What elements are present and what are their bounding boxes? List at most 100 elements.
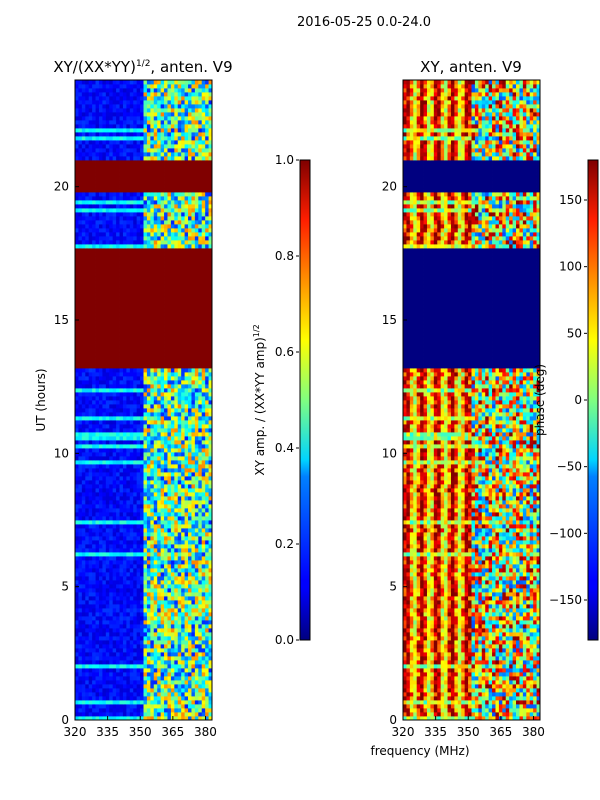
amplitude-heatmap-cell	[198, 544, 203, 549]
amplitude-heatmap-cell	[75, 656, 79, 661]
amplitude-heatmap-cell	[75, 576, 79, 581]
amplitude-heatmap-cell	[88, 416, 93, 421]
amplitude-heatmap-cell	[177, 456, 182, 461]
amplitude-heatmap-cell	[167, 504, 172, 509]
amplitude-heatmap-cell	[136, 416, 141, 421]
amplitude-heatmap-cell	[75, 652, 79, 657]
amplitude-heatmap-cell	[177, 452, 182, 457]
amplitude-heatmap-cell	[157, 616, 162, 621]
amplitude-heatmap-cell	[109, 300, 114, 305]
amplitude-heatmap-cell	[133, 552, 138, 557]
amplitude-heatmap-cell	[153, 528, 158, 533]
amplitude-heatmap-cell	[105, 252, 110, 257]
amplitude-heatmap-cell	[160, 612, 165, 617]
amplitude-heatmap-cell	[136, 440, 141, 445]
amplitude-heatmap-cell	[181, 368, 185, 373]
amplitude-heatmap-cell	[95, 712, 100, 717]
amplitude-heatmap-cell	[129, 648, 134, 653]
amplitude-heatmap-cell	[191, 340, 196, 345]
amplitude-heatmap-cell	[133, 332, 138, 337]
amplitude-heatmap-cell	[194, 456, 199, 461]
amplitude-heatmap-cell	[109, 240, 114, 245]
amplitude-heatmap-cell	[150, 476, 155, 481]
amplitude-heatmap-cell	[181, 656, 185, 661]
amplitude-heatmap-cell	[150, 512, 155, 517]
amplitude-heatmap-cell	[109, 420, 114, 425]
amplitude-heatmap-cell	[98, 372, 103, 377]
amplitude-heatmap-cell	[109, 696, 114, 701]
amplitude-heatmap-cell	[140, 368, 144, 373]
amplitude-heatmap-cell	[153, 464, 158, 469]
amplitude-heatmap-cell	[170, 324, 175, 329]
amplitude-heatmap-cell	[205, 428, 209, 433]
amplitude-heatmap-cell	[92, 476, 96, 481]
amplitude-heatmap-cell	[146, 304, 151, 309]
amplitude-heatmap-cell	[174, 500, 179, 505]
amplitude-heatmap-cell	[205, 232, 209, 237]
amplitude-heatmap-cell	[201, 460, 206, 465]
amplitude-heatmap-cell	[78, 296, 83, 301]
amplitude-heatmap-cell	[105, 432, 110, 437]
amplitude-heatmap-cell	[78, 568, 83, 573]
amplitude-heatmap-cell	[105, 460, 110, 465]
amplitude-heatmap-cell	[174, 476, 179, 481]
amplitude-heatmap-cell	[170, 672, 175, 677]
amplitude-heatmap-cell	[201, 412, 206, 417]
amplitude-heatmap-cell	[78, 448, 83, 453]
amplitude-heatmap-cell	[136, 340, 141, 345]
amplitude-heatmap-cell	[119, 628, 124, 633]
amplitude-heatmap-cell	[205, 532, 209, 537]
amplitude-heatmap-cell	[188, 368, 192, 373]
amplitude-heatmap-cell	[153, 664, 158, 669]
amplitude-heatmap-cell	[146, 588, 151, 593]
amplitude-heatmap-cell	[201, 320, 206, 325]
amplitude-heatmap-cell	[160, 688, 165, 693]
amplitude-heatmap-cell	[146, 524, 151, 529]
amplitude-heatmap-cell	[177, 484, 182, 489]
amplitude-heatmap-cell	[88, 252, 93, 257]
amplitude-heatmap-cell	[129, 476, 134, 481]
amplitude-heatmap-cell	[98, 644, 103, 649]
amplitude-heatmap-cell	[205, 472, 209, 477]
amplitude-heatmap-cell	[98, 592, 103, 597]
amplitude-heatmap-cell	[201, 456, 206, 461]
amplitude-heatmap-cell	[181, 276, 185, 281]
amplitude-heatmap-cell	[157, 564, 162, 569]
amplitude-heatmap-cell	[170, 400, 175, 405]
amplitude-heatmap-cell	[136, 608, 141, 613]
amplitude-heatmap-cell	[153, 356, 158, 361]
amplitude-heatmap-cell	[140, 480, 144, 485]
amplitude-heatmap-cell	[143, 616, 148, 621]
amplitude-heatmap-cell	[136, 624, 141, 629]
amplitude-heatmap-cell	[160, 464, 165, 469]
amplitude-heatmap-cell	[170, 256, 175, 261]
amplitude-heatmap-cell	[194, 636, 199, 641]
amplitude-heatmap-cell	[181, 224, 185, 229]
amplitude-heatmap-cell	[153, 564, 158, 569]
amplitude-heatmap-cell	[208, 584, 213, 589]
amplitude-heatmap-cell	[81, 444, 86, 449]
amplitude-heatmap-cell	[201, 236, 206, 241]
amplitude-heatmap-cell	[177, 460, 182, 465]
amplitude-heatmap-cell	[92, 380, 96, 385]
amplitude-heatmap-cell	[102, 604, 107, 609]
amplitude-heatmap-cell	[129, 616, 134, 621]
amplitude-heatmap-cell	[105, 472, 110, 477]
amplitude-heatmap-cell	[157, 708, 162, 713]
amplitude-heatmap-cell	[191, 236, 196, 241]
amplitude-heatmap-cell	[119, 648, 124, 653]
amplitude-heatmap-cell	[92, 652, 96, 657]
amplitude-heatmap-cell	[129, 664, 134, 669]
amplitude-heatmap-cell	[105, 340, 110, 345]
amplitude-heatmap-cell	[170, 224, 175, 229]
amplitude-heatmap-cell	[191, 644, 196, 649]
amplitude-heatmap-cell	[201, 372, 206, 377]
amplitude-heatmap-cell	[167, 356, 172, 361]
amplitude-heatmap-cell	[143, 436, 148, 441]
amplitude-heatmap-cell	[98, 584, 103, 589]
amplitude-heatmap-cell	[81, 492, 86, 497]
amplitude-heatmap-cell	[75, 632, 79, 637]
amplitude-heatmap-cell	[136, 692, 141, 697]
amplitude-heatmap-cell	[98, 324, 103, 329]
amplitude-heatmap-cell	[102, 572, 107, 577]
